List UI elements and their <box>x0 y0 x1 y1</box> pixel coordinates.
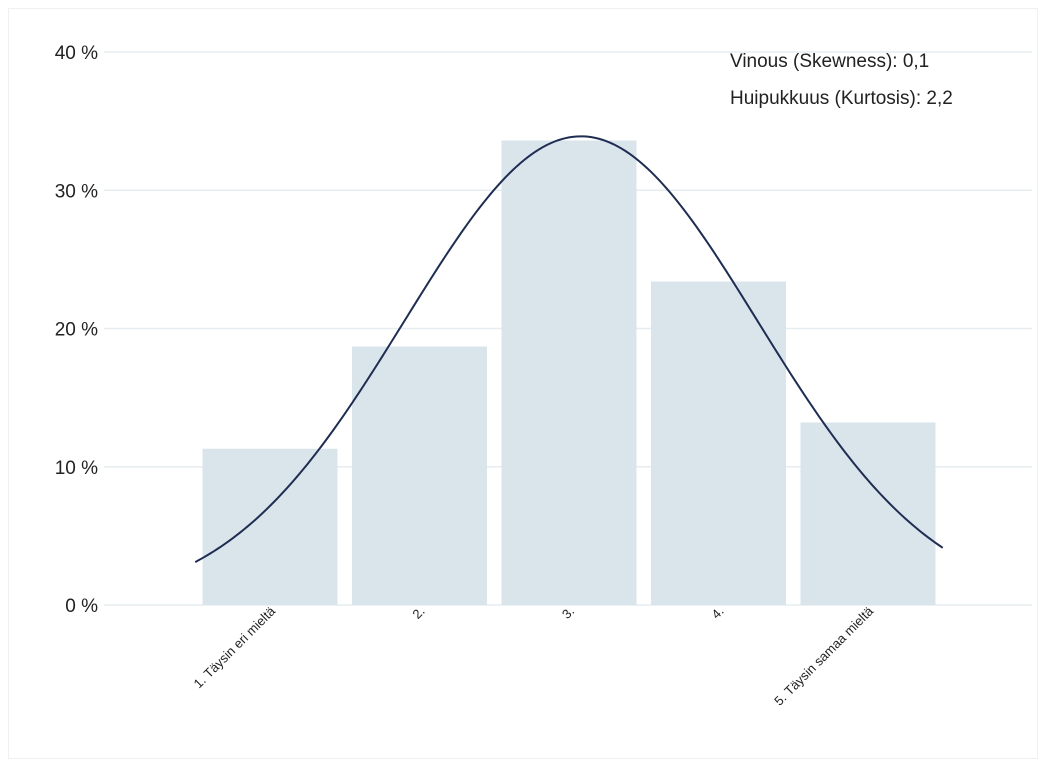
normal-curve <box>194 135 944 563</box>
y-tick-label: 20 % <box>55 320 98 341</box>
bars <box>202 140 936 606</box>
bar <box>501 140 637 606</box>
x-tick-label: 1. Täysin eri mieltä <box>191 603 279 691</box>
bar <box>651 281 786 605</box>
x-tick-label: 3. <box>559 604 577 622</box>
kurtosis-annotation: Huipukkuus (Kurtosis): 2,2 <box>730 88 953 109</box>
normal-curve-group <box>194 135 944 563</box>
x-tick-label: 5. Täysin samaa mieltä <box>771 603 876 708</box>
x-axis-labels: 1. Täysin eri mieltä 2. 3. 4. 5. Täysin sama… <box>191 603 877 709</box>
bar <box>352 346 487 605</box>
y-tick-label: 30 % <box>55 181 98 202</box>
x-tick-label: 2. <box>409 604 427 622</box>
y-axis-ticks: 0 % 10 % 20 % 30 % 40 % <box>55 43 98 617</box>
x-tick-label: 4. <box>708 604 726 622</box>
y-tick-label: 40 % <box>55 43 98 64</box>
y-tick-label: 0 % <box>65 596 98 617</box>
y-tick-label: 10 % <box>55 458 98 479</box>
bar <box>800 422 936 605</box>
bar <box>202 448 338 605</box>
skewness-annotation: Vinous (Skewness): 0,1 <box>730 51 929 72</box>
chart-frame <box>8 8 1038 759</box>
